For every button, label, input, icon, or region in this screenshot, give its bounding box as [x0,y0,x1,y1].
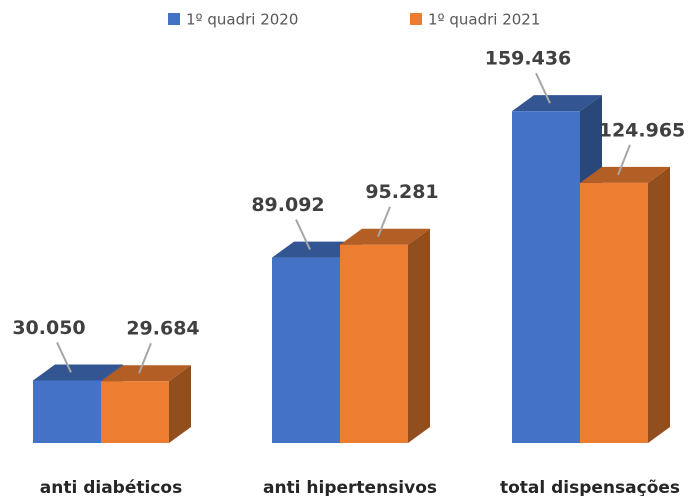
bar [101,365,191,443]
bar-top [33,364,123,381]
bar-side [408,228,430,443]
bar-side [648,166,670,443]
bar-front [340,244,408,443]
legend-label: 1º quadri 2020 [186,11,298,29]
data-label: 95.281 [365,181,438,203]
bar-side [169,365,191,443]
data-label: 29.684 [126,318,199,340]
data-label: 89.092 [251,194,324,216]
data-label: 124.965 [599,119,686,141]
bar-top [340,228,430,245]
x-tick-label: total dispensações [500,478,680,496]
data-label: 30.050 [12,317,85,339]
legend-swatch [168,13,180,25]
bar-front [512,111,580,443]
leader-line [617,144,631,176]
bar-front [272,257,340,443]
bar-top [272,241,362,258]
bar-top [101,365,191,382]
bar-top [512,95,602,112]
leader-line [377,206,391,238]
legend-label: 1º quadri 2021 [428,11,540,29]
x-tick-label: anti hipertensivos [263,478,437,496]
legend-swatch [410,13,422,25]
bar [340,228,430,443]
leader-line [535,72,551,104]
data-label: 159.436 [485,48,572,70]
bar-front [33,380,101,443]
bar-front [580,182,648,443]
bar-front [101,381,169,443]
x-tick-label: anti diabéticos [40,478,182,496]
leader-line [56,342,72,373]
bar [580,166,670,443]
leader-line [138,342,152,374]
leader-line [295,219,311,251]
bar-top [580,166,670,183]
